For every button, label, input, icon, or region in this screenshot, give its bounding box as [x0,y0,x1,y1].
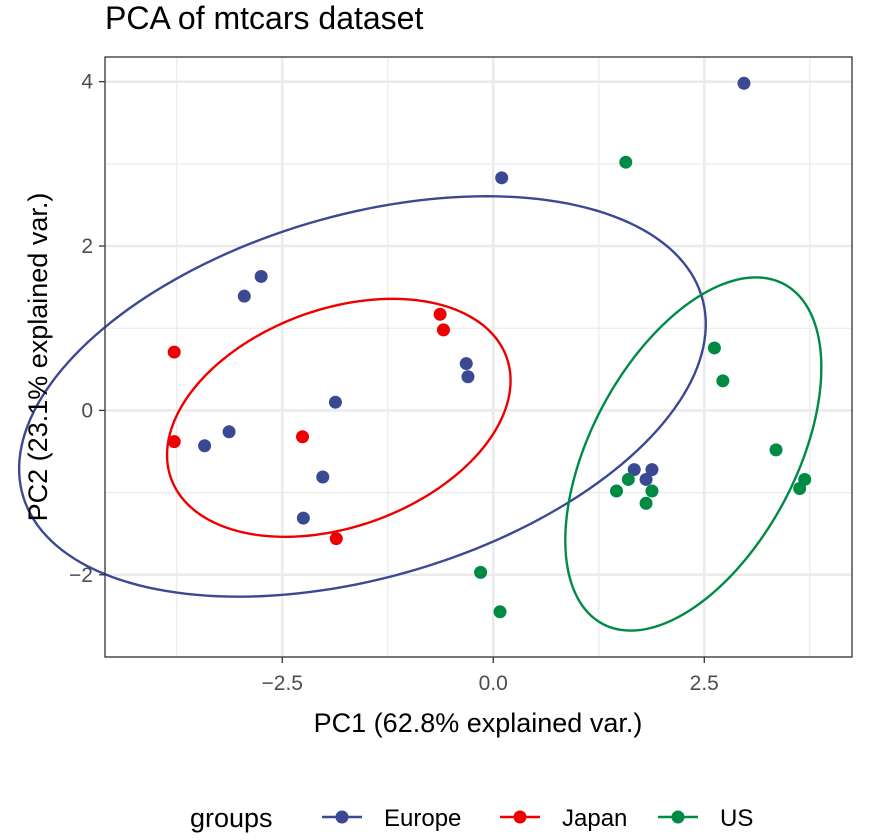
point-europe [198,439,212,453]
point-layer [167,76,812,619]
y-tick-label: 2 [81,235,93,258]
grid-layer [105,57,852,658]
point-us [610,484,624,498]
point-us [793,482,807,496]
point-europe [627,463,641,477]
y-tick-label: 0 [81,399,93,422]
point-us [639,496,653,510]
x-tick-label: 0.0 [479,672,508,695]
point-us [474,565,488,579]
panel-border [104,56,853,658]
point-us [716,374,730,388]
point-europe [461,370,475,384]
ellipse-layer [17,195,823,632]
legend-label-europe: Europe [384,805,461,832]
point-us [493,605,507,619]
point-us [619,155,633,169]
point-europe [459,357,473,371]
ellipse-europe [17,195,707,598]
point-europe [296,511,310,525]
point-europe [328,395,342,409]
point-europe [316,470,330,484]
point-us [645,484,659,498]
legend-key-point-europe [335,810,349,824]
axis-layer: −2.5 0.0 2.5 −2 0 2 4 [69,71,719,695]
x-axis-title: PC1 (62.8% explained var.) [314,708,643,738]
point-europe [254,269,268,283]
point-japan [167,435,181,449]
point-us [707,341,721,355]
ellipse-japan [165,297,512,539]
point-japan [436,323,450,337]
legend: groups Europe Japan US [190,803,753,833]
point-europe [645,463,659,477]
chart-title: PCA of mtcars dataset [105,0,424,36]
x-tick-label: 2.5 [690,672,719,695]
point-europe [222,425,236,439]
point-europe [237,289,251,303]
point-europe [737,76,751,90]
point-japan [329,532,343,546]
legend-label-us: US [720,805,753,832]
legend-title: groups [190,803,273,833]
legend-label-japan: Japan [562,805,627,832]
point-europe [639,472,653,486]
y-tick-label: −2 [69,564,93,587]
point-us [769,443,783,457]
point-europe [495,171,509,185]
point-japan [296,430,310,444]
legend-key-point-japan [513,810,527,824]
ellipse-us [564,276,823,632]
y-axis-title: PC2 (23.1% explained var.) [23,193,53,522]
point-us [621,472,635,486]
legend-key-point-us [671,810,685,824]
point-japan [433,307,447,321]
x-tick-label: −2.5 [262,672,303,695]
point-japan [167,345,181,359]
y-tick-label: 4 [81,71,93,94]
